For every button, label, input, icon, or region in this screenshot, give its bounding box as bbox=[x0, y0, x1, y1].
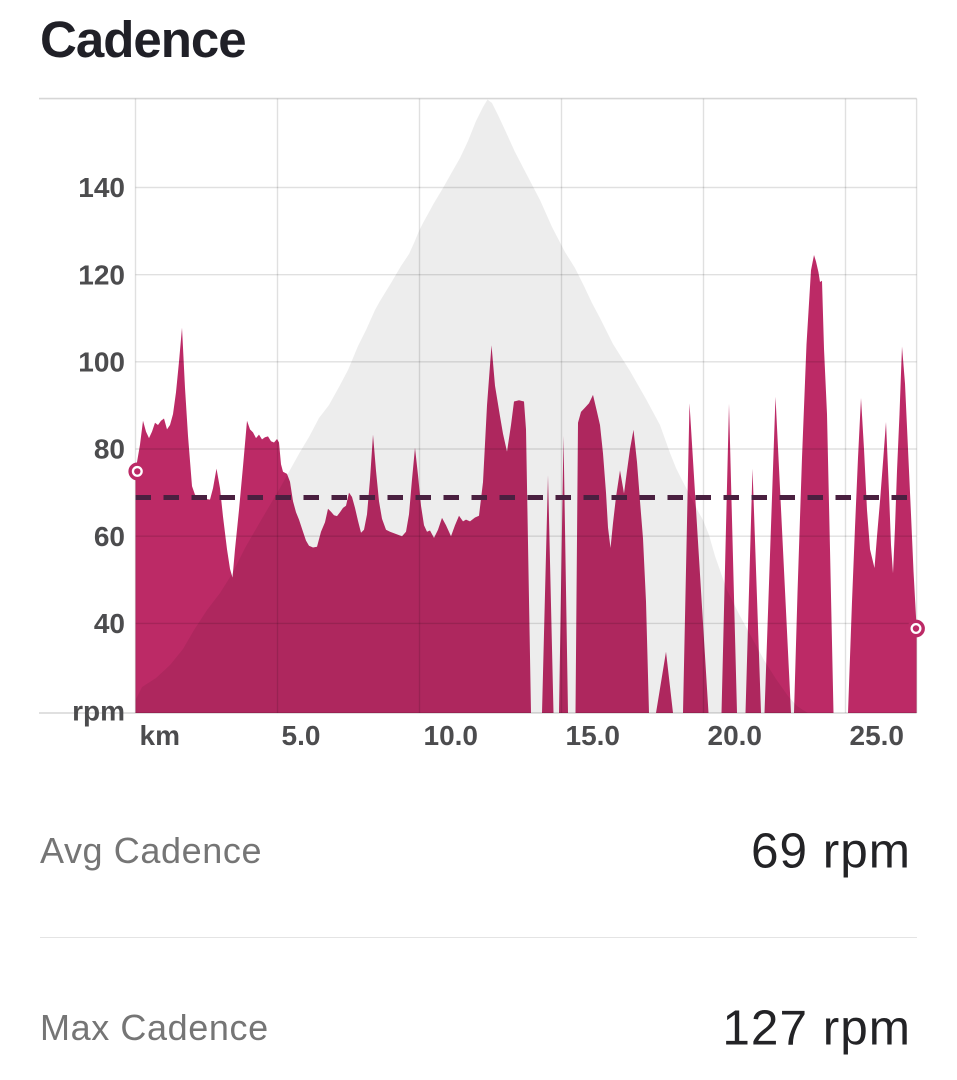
svg-text:10.0: 10.0 bbox=[424, 720, 479, 751]
svg-text:5.0: 5.0 bbox=[282, 720, 321, 751]
svg-text:15.0: 15.0 bbox=[566, 720, 621, 751]
svg-text:rpm: rpm bbox=[72, 695, 125, 726]
svg-text:25.0: 25.0 bbox=[850, 720, 905, 751]
svg-text:80: 80 bbox=[94, 434, 125, 465]
svg-text:20.0: 20.0 bbox=[708, 720, 763, 751]
svg-text:km: km bbox=[140, 720, 180, 751]
svg-text:100: 100 bbox=[78, 347, 125, 378]
svg-text:60: 60 bbox=[94, 521, 125, 552]
svg-text:120: 120 bbox=[78, 259, 125, 290]
svg-text:140: 140 bbox=[78, 172, 125, 203]
svg-text:40: 40 bbox=[94, 608, 125, 639]
